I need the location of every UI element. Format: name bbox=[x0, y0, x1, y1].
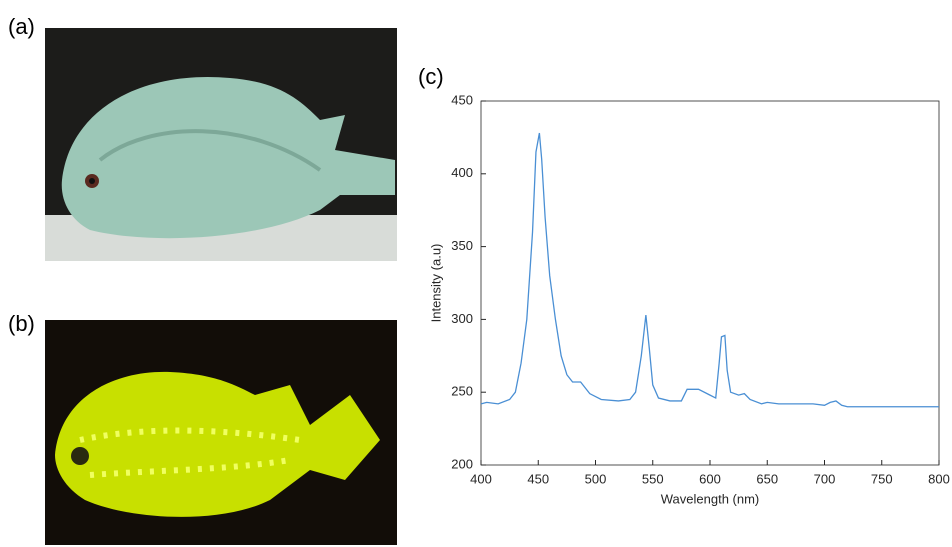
x-axis-label: Wavelength (nm) bbox=[661, 491, 760, 506]
panel-label: (a) bbox=[8, 14, 35, 39]
x-tick-label: 700 bbox=[814, 471, 836, 486]
x-tick-label: 650 bbox=[756, 471, 778, 486]
photo-b bbox=[45, 320, 397, 545]
x-tick-label: 400 bbox=[470, 471, 492, 486]
panel-label: (b) bbox=[8, 311, 35, 336]
y-axis-label: Intensity (a.u) bbox=[428, 244, 443, 323]
y-tick-label: 250 bbox=[451, 384, 473, 399]
figure: (a) (b) (c) 400 450 500 550 600 650 700 750 800 200 2… bbox=[0, 0, 952, 547]
plot-area bbox=[481, 101, 939, 465]
x-tick-label: 750 bbox=[871, 471, 893, 486]
x-tick-label: 550 bbox=[642, 471, 664, 486]
y-tick-label: 200 bbox=[451, 456, 473, 471]
x-tick-label: 600 bbox=[699, 471, 721, 486]
y-tick-label: 400 bbox=[451, 165, 473, 180]
panel-label: (c) bbox=[418, 64, 444, 89]
y-tick-label: 300 bbox=[451, 311, 473, 326]
spectrum-line bbox=[481, 133, 939, 407]
x-tick-label: 450 bbox=[527, 471, 549, 486]
y-tick-label: 350 bbox=[451, 238, 473, 253]
photo-a bbox=[45, 28, 397, 261]
x-tick-label: 800 bbox=[928, 471, 950, 486]
x-tick-label: 500 bbox=[585, 471, 607, 486]
y-tick-label: 450 bbox=[451, 92, 473, 107]
